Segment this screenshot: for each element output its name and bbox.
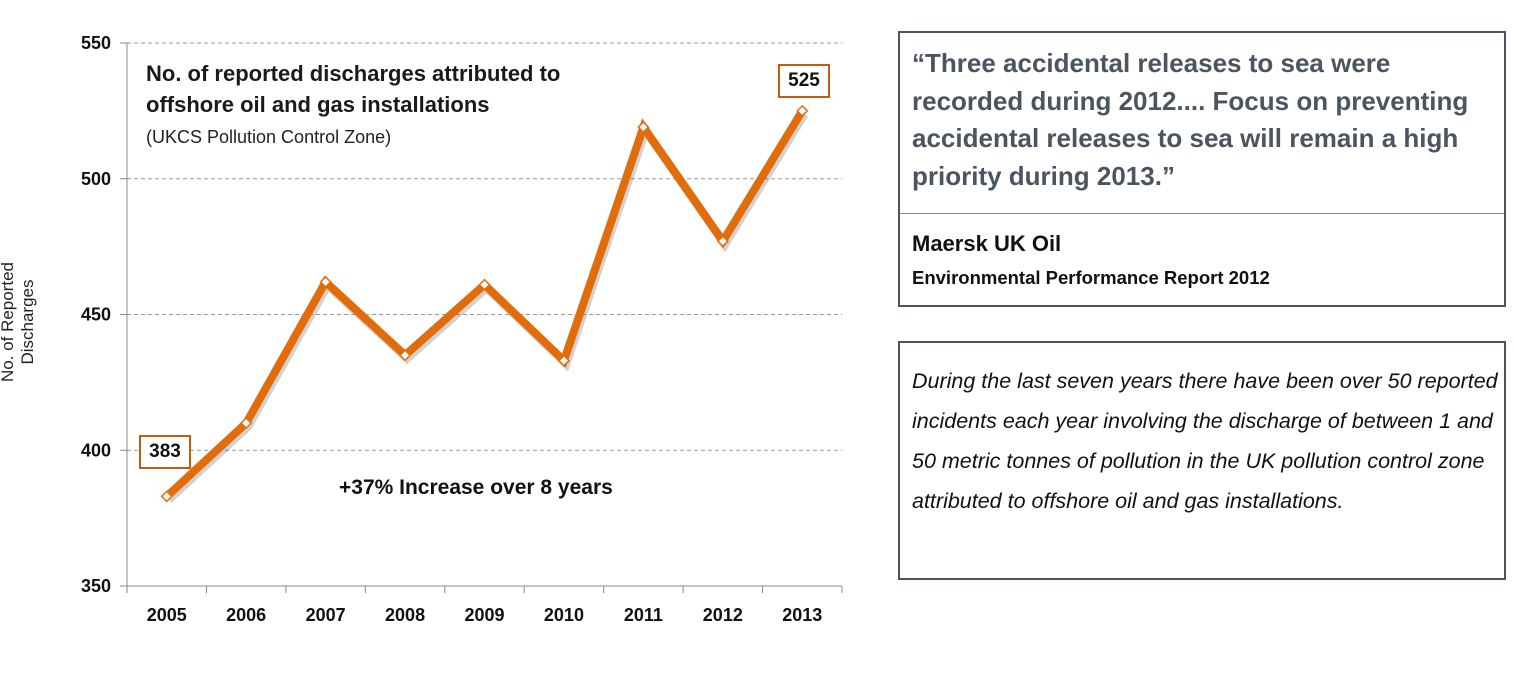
data-point-marker (398, 349, 412, 362)
data-point-marker (637, 121, 650, 134)
x-tick-label: 2010 (544, 605, 584, 625)
data-point-marker (319, 275, 332, 288)
quote-author: Maersk UK Oil (912, 231, 1062, 256)
y-tick-label: 350 (81, 576, 111, 596)
note-box: During the last seven years there have b… (898, 341, 1506, 580)
x-tick-label: 2013 (782, 605, 822, 625)
quote-source: Environmental Performance Report 2012 (912, 267, 1270, 288)
data-point-marker (240, 417, 253, 430)
y-tick-label: 400 (81, 440, 111, 460)
x-tick-label: 2011 (624, 605, 663, 625)
quote-box: “Three accidental releases to sea were r… (898, 31, 1506, 307)
chart-subtitle: (UKCS Pollution Control Zone) (146, 127, 392, 147)
data-point-marker (796, 104, 809, 117)
data-point-marker (160, 490, 173, 503)
last-value-callout: 525 (778, 64, 830, 98)
x-tick-label: 2012 (703, 605, 743, 625)
x-tick-label: 2008 (385, 605, 425, 625)
y-axis-title: No. of Reported Discharges (0, 262, 37, 383)
x-tick-label: 2007 (306, 605, 346, 625)
quote-text: “Three accidental releases to sea were r… (912, 48, 1469, 191)
series-line-shadow (165, 111, 809, 503)
data-point-marker (716, 235, 729, 248)
chart-title: No. of reported discharges attributed to… (146, 61, 561, 117)
x-tick-label: 2009 (464, 605, 504, 625)
y-tick-label: 550 (81, 33, 111, 53)
line-chart: 350 400 450 500 550 2005 2006 2007 2008 2009 2010 2… (81, 33, 843, 625)
first-value-callout: 383 (139, 435, 191, 469)
x-tick-label: 2006 (226, 605, 266, 625)
note-text: During the last seven years there have b… (912, 369, 1498, 513)
x-tick-label: 2005 (147, 605, 187, 625)
quote-divider (900, 213, 1504, 214)
y-tick-label: 500 (81, 169, 111, 189)
series-line (164, 108, 806, 500)
data-point-marker (478, 278, 491, 291)
data-point-marker (557, 354, 571, 367)
increase-annotation: +37% Increase over 8 years (339, 476, 613, 499)
y-tick-label: 450 (81, 305, 111, 325)
